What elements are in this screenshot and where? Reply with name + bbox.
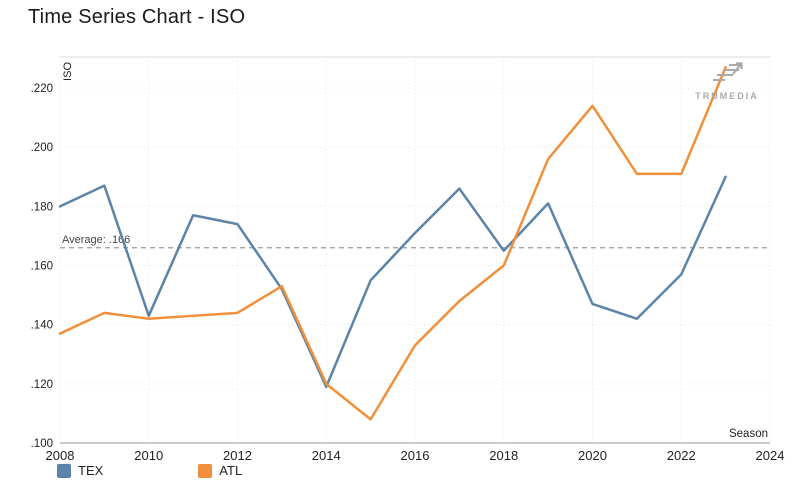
average-label: Average: .166: [62, 234, 130, 246]
x-tick-label: 2022: [667, 448, 696, 463]
atl-line: [58, 66, 727, 421]
y-tick-label: .140: [31, 320, 53, 332]
y-tick-label: .180: [31, 201, 53, 213]
trumedia-logo: TRUMEDIA: [692, 60, 762, 101]
y-tick-label: .120: [31, 379, 53, 391]
tex-legend-label: TEX: [78, 463, 104, 478]
atl-swatch: [198, 463, 213, 478]
legend-item-tex[interactable]: TEX: [57, 463, 103, 478]
x-tick-label: 2008: [46, 448, 75, 463]
x-tick-label: 2024: [756, 448, 785, 463]
y-tick-label: .100: [31, 438, 53, 450]
tex-line: [58, 175, 727, 389]
x-tick-label: 2016: [401, 448, 430, 463]
x-tick-label: 2020: [578, 448, 607, 463]
y-tick-label: .220: [31, 83, 53, 95]
x-tick-label: 2018: [489, 448, 518, 463]
x-tick-label: 2012: [223, 448, 252, 463]
trumedia-chart-icon: [713, 62, 743, 81]
y-axis-title: ISO: [62, 62, 74, 81]
x-axis-title: Season: [729, 428, 768, 440]
x-tick-label: 2010: [134, 448, 163, 463]
legend: TEX ATL: [57, 463, 242, 478]
atl-legend-label: ATL: [219, 463, 243, 478]
y-tick-label: .160: [31, 261, 53, 273]
tex-swatch: [57, 463, 71, 478]
trumedia-wordmark: TRUMEDIA: [695, 91, 759, 101]
legend-item-atl[interactable]: ATL: [198, 463, 242, 478]
gridlines: [59, 57, 771, 444]
x-tick-label: 2014: [312, 448, 341, 463]
y-tick-label: .200: [31, 142, 53, 154]
page-title: Time Series Chart - ISO: [28, 6, 246, 28]
